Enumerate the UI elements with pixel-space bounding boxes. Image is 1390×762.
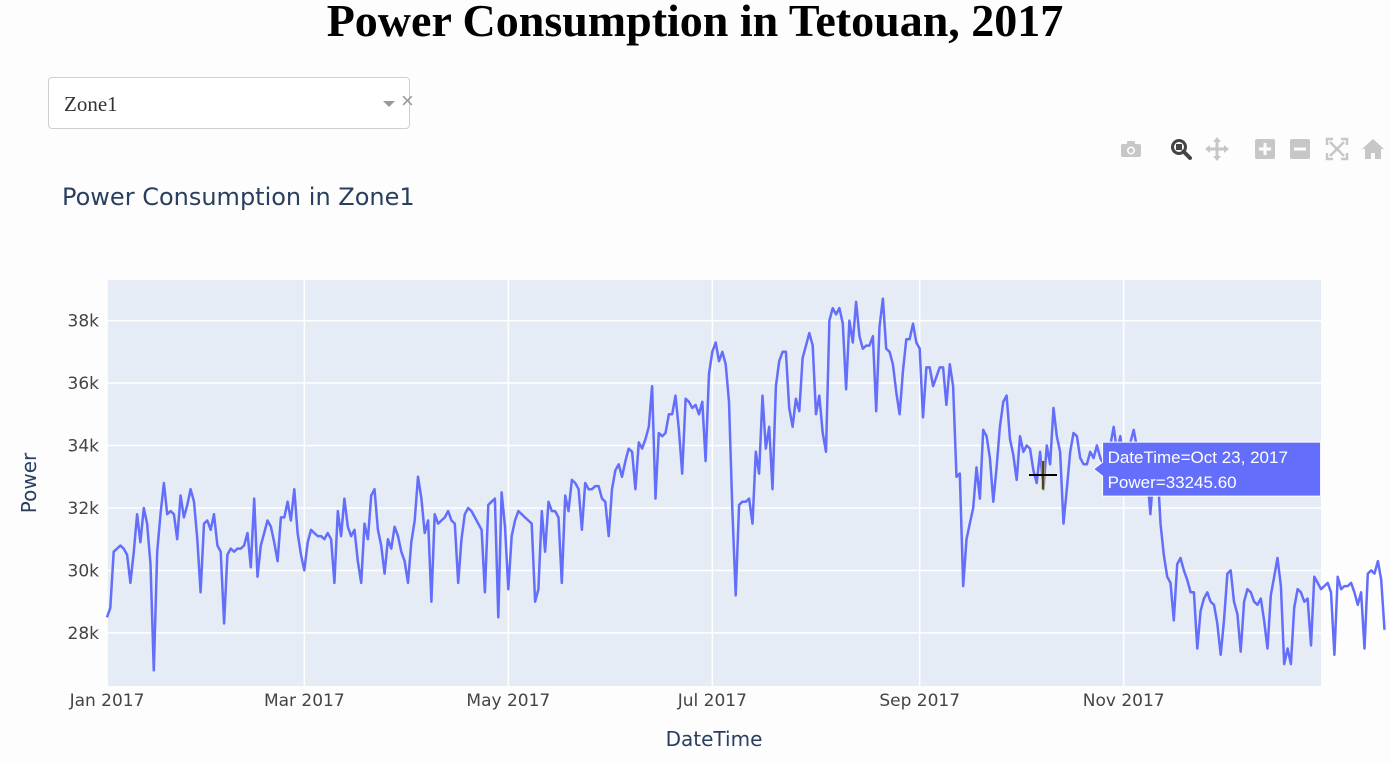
x-tick-label: Nov 2017 <box>1083 691 1165 711</box>
tooltip-value: Power=33245.60 <box>1108 473 1237 492</box>
y-tick-label: 38k <box>68 312 100 332</box>
clear-icon[interactable]: × <box>401 88 414 113</box>
x-tick-label: Mar 2017 <box>264 691 345 711</box>
zone-dropdown-value: Zone1 <box>64 92 118 116</box>
y-tick-label: 28k <box>68 624 100 644</box>
autoscale-icon[interactable] <box>1324 136 1350 162</box>
pan-icon[interactable] <box>1204 136 1230 162</box>
tooltip-date: DateTime=Oct 23, 2017 <box>1108 448 1288 467</box>
x-axis-ticks: Jan 2017 Mar 2017 May 2017 Jul 2017 Sep 2017… <box>69 691 1165 711</box>
zone-dropdown[interactable]: Zone1 × <box>48 77 414 129</box>
x-axis-title: DateTime <box>666 727 763 751</box>
tooltip-box <box>1092 441 1322 497</box>
page-title: Power Consumption in Tetouan, 2017 <box>326 0 1064 46</box>
reset-axes-icon[interactable] <box>1360 136 1386 162</box>
y-axis-title: Power <box>17 452 41 513</box>
x-tick-label: May 2017 <box>466 691 550 711</box>
x-tick-label: Jan 2017 <box>69 691 145 711</box>
zoom-in-icon[interactable] <box>1252 136 1278 162</box>
chart-title: Power Consumption in Zone1 <box>62 183 415 211</box>
zoom-icon[interactable] <box>1168 136 1194 162</box>
plot-modebar <box>1118 136 1390 162</box>
crosshair-cursor-icon <box>1029 461 1057 489</box>
hover-tooltip: DateTime=Oct 23, 2017 Power=33245.60 <box>1092 441 1322 497</box>
zoom-out-icon[interactable] <box>1287 136 1313 162</box>
y-axis-ticks: 28k 30k 32k 34k 36k 38k <box>68 312 100 644</box>
x-tick-label: Sep 2017 <box>879 691 960 711</box>
y-tick-label: 30k <box>68 561 100 581</box>
y-tick-label: 36k <box>68 374 100 394</box>
chevron-down-icon[interactable] <box>383 101 395 107</box>
y-tick-label: 32k <box>68 499 100 519</box>
x-tick-label: Jul 2017 <box>677 691 747 711</box>
camera-icon[interactable] <box>1118 136 1144 162</box>
series-line-power[interactable] <box>105 297 1386 672</box>
y-tick-label: 34k <box>68 437 100 457</box>
